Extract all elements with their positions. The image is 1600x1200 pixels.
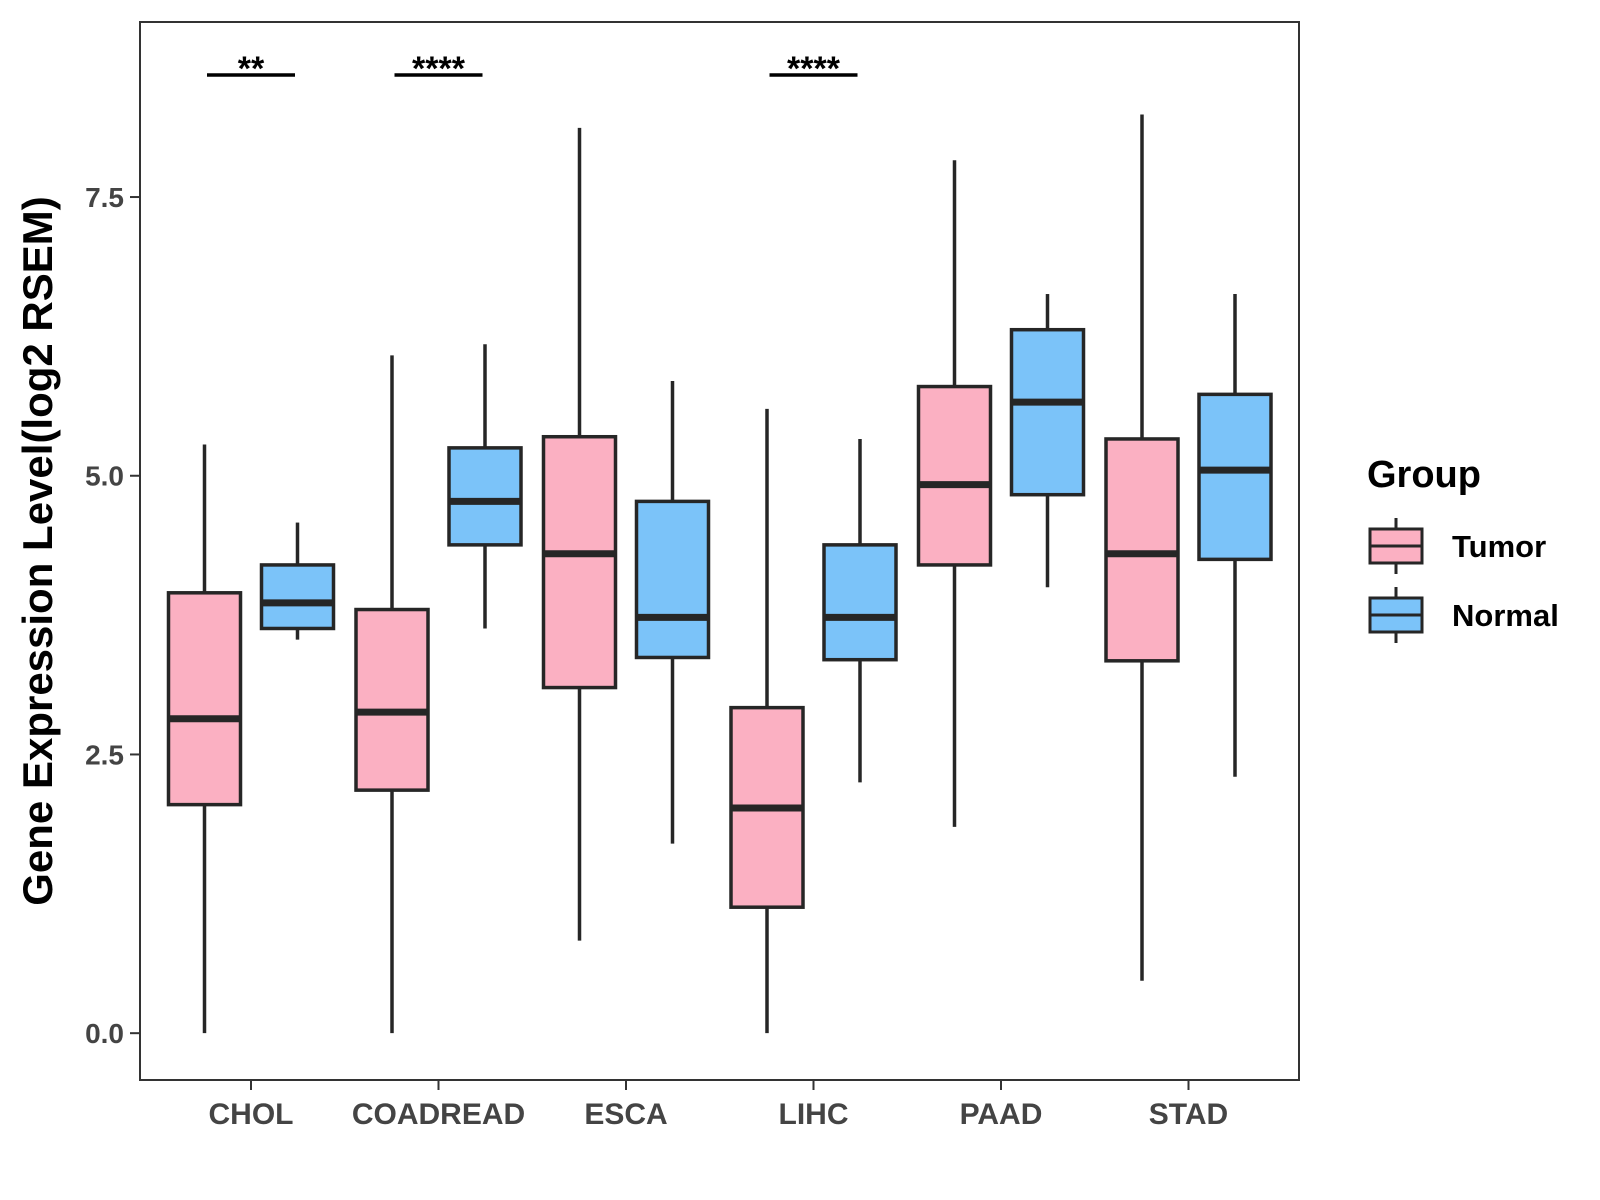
box-normal-chol [259, 522, 336, 640]
y-tick-label: 5.0 [85, 461, 124, 492]
box-tumor-esca [541, 127, 618, 941]
y-axis: 0.0 2.5 5.0 7.5 [85, 182, 140, 1049]
box-tumor-stad [1104, 114, 1180, 981]
x-tick-label: COADREAD [352, 1098, 525, 1131]
box-iqr [166, 591, 243, 807]
x-tick-label: STAD [1149, 1098, 1228, 1131]
box-iqr [541, 434, 618, 690]
box-series [166, 114, 1273, 1034]
box-tumor-chol [166, 444, 243, 1034]
significance-label: **** [412, 50, 466, 88]
y-tick-label: 7.5 [85, 182, 124, 213]
box-iqr [354, 607, 430, 792]
box-tumor-lihc [729, 408, 805, 1034]
box-normal-coadread [447, 344, 523, 629]
box-iqr [1104, 437, 1180, 663]
x-axis: CHOL COADREAD ESCA LIHC PAAD STAD [209, 1080, 1228, 1131]
box-iqr [447, 446, 523, 547]
y-tick-label: 2.5 [85, 739, 124, 770]
legend-title: Group [1367, 454, 1481, 496]
x-tick-label: ESCA [584, 1098, 667, 1131]
box-normal-stad [1197, 294, 1273, 777]
legend-label: Tumor [1452, 529, 1546, 564]
legend-entry-tumor: Tumor [1368, 518, 1546, 574]
box-tumor-coadread [354, 355, 430, 1034]
box-normal-esca [634, 380, 711, 844]
box-iqr [916, 384, 993, 567]
box-iqr [1009, 327, 1086, 497]
legend-label: Normal [1452, 598, 1559, 633]
y-axis-title: Gene Expression Level(log2 RSEM) [14, 196, 61, 906]
box-normal-paad [1009, 294, 1086, 588]
legend-entry-normal: Normal [1368, 587, 1559, 643]
box-iqr [259, 563, 336, 631]
box-iqr [634, 499, 711, 660]
box-iqr [1197, 392, 1273, 562]
box-tumor-paad [916, 160, 993, 827]
significance-annotations: ** **** **** [207, 50, 858, 88]
x-tick-label: PAAD [960, 1098, 1043, 1131]
x-tick-label: LIHC [779, 1098, 849, 1131]
box-iqr [822, 543, 898, 662]
significance-label: ** [238, 50, 265, 88]
legend: Group Tumor Normal [1367, 454, 1559, 643]
y-tick-label: 0.0 [85, 1018, 124, 1049]
box-normal-lihc [822, 438, 898, 783]
significance-label: **** [787, 50, 841, 88]
x-tick-label: CHOL [209, 1098, 294, 1131]
